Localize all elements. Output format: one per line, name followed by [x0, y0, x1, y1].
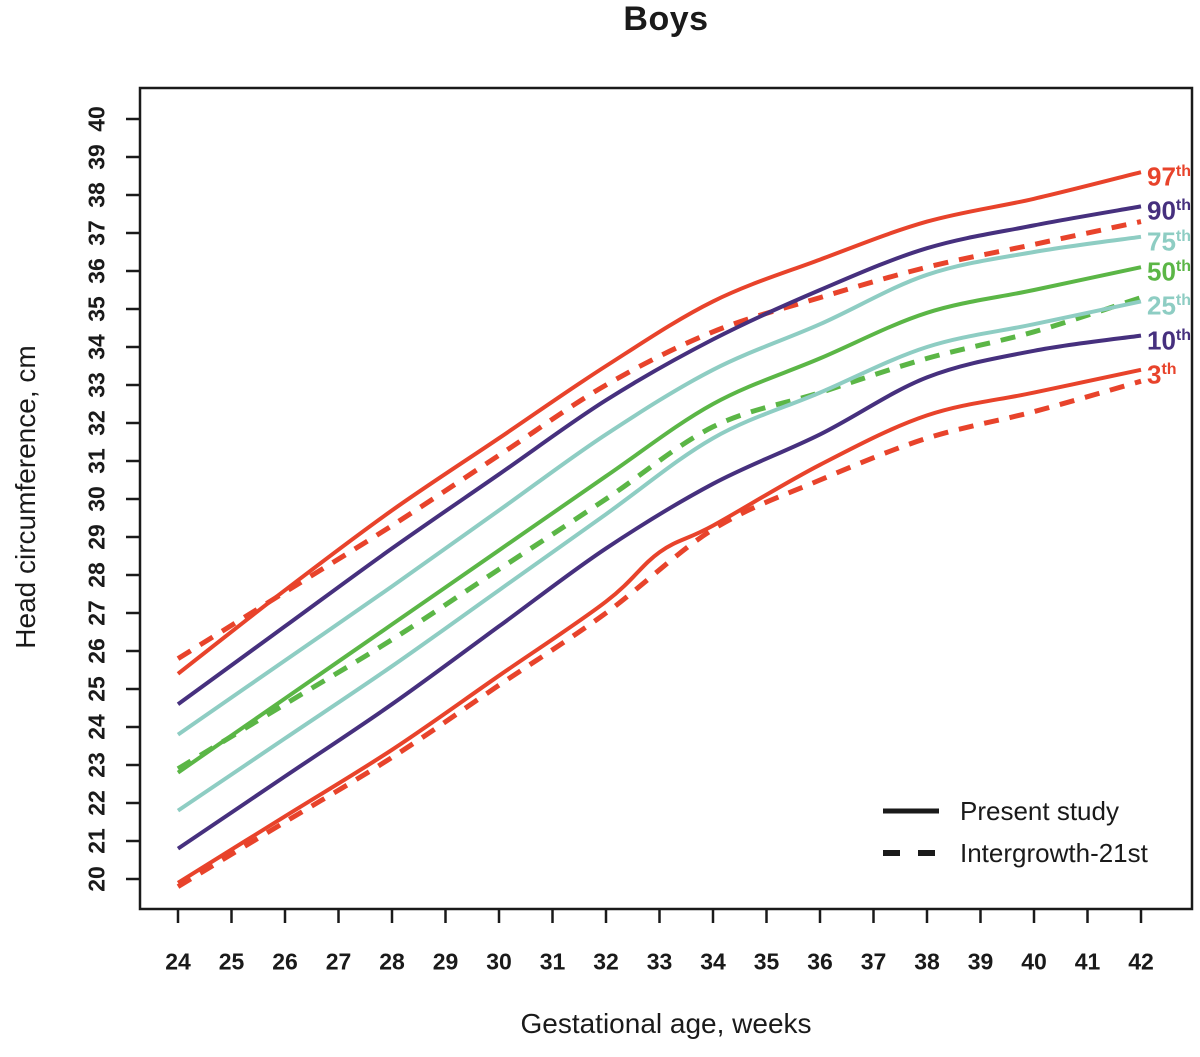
plot-box: [138, 86, 1194, 911]
series-50th-intergrowth: [176, 295, 1142, 771]
percentile-number: 10: [1147, 325, 1176, 356]
x-tick-label: 24: [165, 948, 191, 975]
percentile-suffix: th: [1175, 258, 1192, 276]
series-50th-present: [176, 265, 1142, 775]
y-tick-label: 23: [83, 752, 110, 778]
percentile-label-90: 90th: [1147, 191, 1191, 226]
x-tick-label: 37: [860, 948, 887, 975]
series-75th-present: [176, 234, 1142, 737]
y-tick-label: 21: [83, 828, 110, 854]
y-tick-label: 20: [83, 866, 110, 892]
y-tick-label: 24: [83, 714, 110, 740]
legend: Present study Intergrowth-21st: [882, 790, 1148, 874]
x-tick-label: 28: [379, 948, 405, 975]
series-90th-present: [176, 204, 1142, 706]
y-tick-label: 38: [83, 182, 110, 208]
x-tick-label: 35: [753, 948, 780, 975]
series-97th-intergrowth: [176, 219, 1142, 661]
percentile-suffix: th: [1175, 227, 1192, 245]
percentile-suffix: th: [1175, 326, 1192, 344]
dashed-line-sample: [883, 850, 939, 856]
x-tick-label: 26: [272, 948, 298, 975]
x-tick-label: 31: [539, 948, 566, 975]
y-tick-label: 28: [83, 562, 110, 588]
series-10th-present: [176, 333, 1142, 851]
y-tick-label: 37: [83, 220, 110, 246]
percentile-label-75: 75th: [1147, 222, 1192, 257]
y-tick-label: 30: [83, 486, 110, 512]
legend-label-intergrowth: Intergrowth-21st: [960, 837, 1148, 868]
series-25th-present: [176, 299, 1142, 813]
y-tick-label: 25: [83, 676, 110, 702]
series-97th-present: [176, 170, 1142, 676]
y-tick-label: 27: [83, 600, 110, 626]
y-tick-label: 26: [83, 638, 110, 664]
percentile-suffix: th: [1175, 163, 1192, 181]
y-tick-label: 31: [83, 448, 110, 474]
y-tick-label: 39: [83, 144, 110, 170]
legend-item-intergrowth: Intergrowth-21st: [882, 832, 1148, 874]
percentile-suffix: th: [1161, 360, 1177, 378]
percentile-suffix: th: [1175, 197, 1192, 215]
percentile-number: 90: [1147, 196, 1176, 227]
y-tick-label: 32: [83, 410, 110, 436]
percentile-number: 75: [1147, 226, 1176, 257]
percentile-number: 3: [1147, 359, 1162, 390]
y-tick-label: 29: [83, 524, 110, 550]
percentile-label-10: 10th: [1147, 321, 1192, 356]
percentile-label-25: 25th: [1147, 286, 1191, 321]
percentile-number: 97: [1147, 161, 1176, 192]
x-tick-label: 41: [1074, 948, 1101, 975]
percentile-label-3: 3th: [1147, 355, 1177, 390]
x-tick-label: 30: [486, 948, 512, 975]
y-tick-label: 33: [83, 372, 110, 398]
series-3rd-intergrowth: [176, 378, 1142, 889]
x-tick-label: 29: [432, 948, 459, 975]
solid-line-sample: [883, 808, 939, 814]
x-tick-label: 40: [1021, 948, 1047, 975]
y-tick-label: 35: [83, 296, 110, 322]
x-tick-label: 39: [967, 948, 994, 975]
percentile-number: 25: [1147, 291, 1176, 322]
x-tick-label: 27: [325, 948, 352, 975]
series-3rd-present: [176, 367, 1142, 885]
x-tick-label: 42: [1128, 948, 1154, 975]
x-tick-label: 32: [593, 948, 619, 975]
percentile-label-50: 50th: [1147, 252, 1191, 287]
x-tick-label: 25: [218, 948, 245, 975]
x-tick-label: 38: [914, 948, 940, 975]
x-tick-label: 33: [646, 948, 673, 975]
legend-label-present-study: Present study: [960, 795, 1119, 826]
percentile-label-97: 97th: [1147, 157, 1191, 192]
percentile-suffix: th: [1175, 292, 1192, 310]
x-tick-label: 36: [807, 948, 833, 975]
x-tick-label: 34: [700, 948, 726, 975]
x-axis-title: Gestational age, weeks: [520, 1008, 812, 1039]
y-tick-label: 36: [83, 258, 110, 284]
percentile-number: 50: [1147, 256, 1176, 287]
chart-title: Boys: [623, 0, 709, 38]
y-tick-label: 22: [83, 790, 110, 816]
legend-item-present-study: Present study: [882, 790, 1148, 832]
y-tick-label: 40: [83, 106, 110, 132]
y-tick-label: 34: [83, 334, 110, 360]
